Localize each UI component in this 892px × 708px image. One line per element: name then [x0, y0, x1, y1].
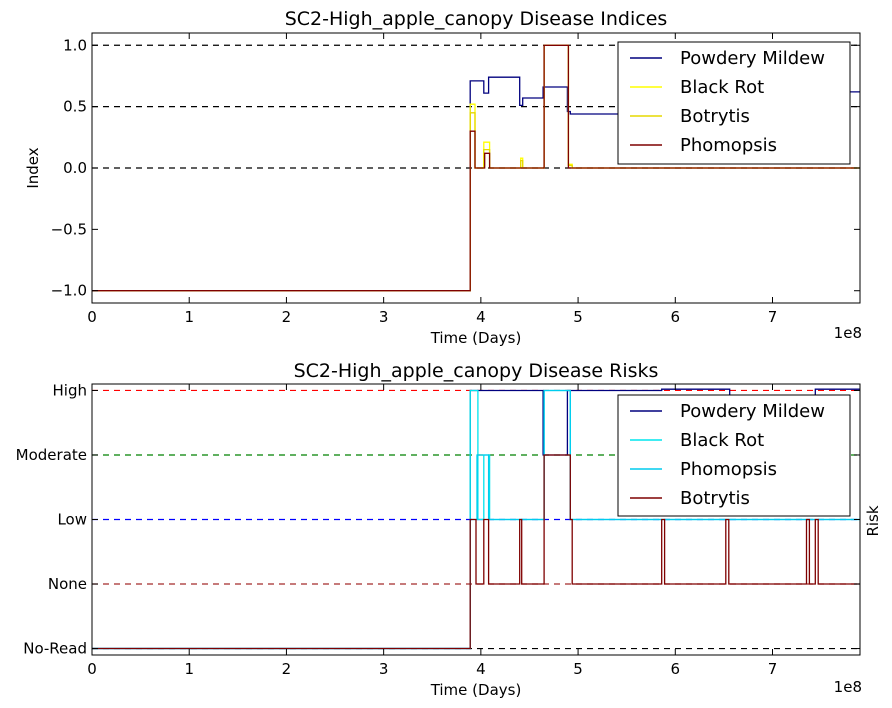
- x-tick-label: 1: [184, 308, 194, 326]
- x-offset-label: 1e8: [834, 324, 862, 342]
- y-tick-label: −1.0: [51, 282, 87, 300]
- series-line: [92, 44, 860, 292]
- legend-box: [617, 394, 851, 517]
- y-tick-label: High: [53, 381, 87, 399]
- x-axis-label: Time (Days): [430, 681, 522, 699]
- series-line: [92, 76, 860, 292]
- x-tick-label: 5: [573, 660, 583, 678]
- chart-title: SC2-High_apple_canopy Disease Indices: [285, 8, 668, 30]
- x-tick-label: 1: [184, 660, 194, 678]
- legend-label: Powdery Mildew: [680, 48, 825, 69]
- legend-label: Botrytis: [680, 488, 750, 509]
- y-tick-label: None: [48, 575, 87, 593]
- y-tick-label: 0.0: [63, 159, 87, 177]
- legend-entries: Powdery Mildew Black Rot Phomopsis Botrytis: [630, 401, 825, 509]
- y-ticks: 1.0 0.5 0.0 −0.5 −1.0: [51, 36, 860, 300]
- x-offset-label: 1e8: [834, 678, 862, 696]
- x-tick-label: 7: [768, 308, 778, 326]
- x-tick-label: 7: [768, 660, 778, 678]
- legend-label: Botrytis: [680, 106, 750, 127]
- x-tick-label: 0: [87, 660, 97, 678]
- x-tick-label: 2: [282, 660, 292, 678]
- x-axis-label: Time (Days): [430, 329, 522, 347]
- x-tick-label: 6: [671, 660, 681, 678]
- series-lines: [92, 44, 860, 292]
- legend-label: Black Rot: [680, 430, 764, 451]
- legend-label: Phomopsis: [680, 135, 777, 156]
- x-tick-label: 4: [476, 660, 486, 678]
- y-tick-label: 1.0: [63, 36, 87, 54]
- y-axis-label: Risk: [864, 505, 882, 536]
- legend-entries: Powdery Mildew Black Rot Botrytis Phomopsis: [630, 48, 825, 156]
- y-tick-label: Low: [57, 511, 87, 529]
- x-tick-label: 4: [476, 308, 486, 326]
- legend: Powdery Mildew Black Rot Phomopsis Botrytis: [617, 394, 851, 517]
- chart-title: SC2-High_apple_canopy Disease Risks: [294, 360, 659, 382]
- x-ticks: 0 1 2 3 4 5 6 7: [87, 33, 777, 326]
- x-tick-label: 6: [671, 308, 681, 326]
- y-axis-label: Index: [24, 147, 42, 188]
- y-tick-label: 0.5: [63, 98, 87, 116]
- y-tick-label: Moderate: [16, 446, 87, 464]
- chart-top: SC2-High_apple_canopy Disease Indices 0 1…: [24, 8, 862, 347]
- y-ticks: High Moderate Low None No-Read: [16, 381, 860, 658]
- legend-box: [617, 41, 851, 165]
- legend-label: Powdery Mildew: [680, 401, 825, 422]
- x-tick-label: 2: [282, 308, 292, 326]
- legend: Powdery Mildew Black Rot Botrytis Phomopsis: [617, 41, 851, 165]
- x-ticks: 0 1 2 3 4 5 6 7: [87, 384, 777, 678]
- y-tick-label: No-Read: [23, 640, 87, 658]
- x-tick-label: 5: [573, 308, 583, 326]
- series-line: [92, 454, 860, 650]
- legend-label: Black Rot: [680, 77, 764, 98]
- chart-bottom: SC2-High_apple_canopy Disease Risks 0 1 2 3…: [16, 360, 882, 699]
- y-tick-label: −0.5: [51, 220, 87, 238]
- x-tick-label: 0: [87, 308, 97, 326]
- x-tick-label: 3: [379, 308, 389, 326]
- legend-label: Phomopsis: [680, 459, 777, 480]
- x-tick-label: 3: [379, 660, 389, 678]
